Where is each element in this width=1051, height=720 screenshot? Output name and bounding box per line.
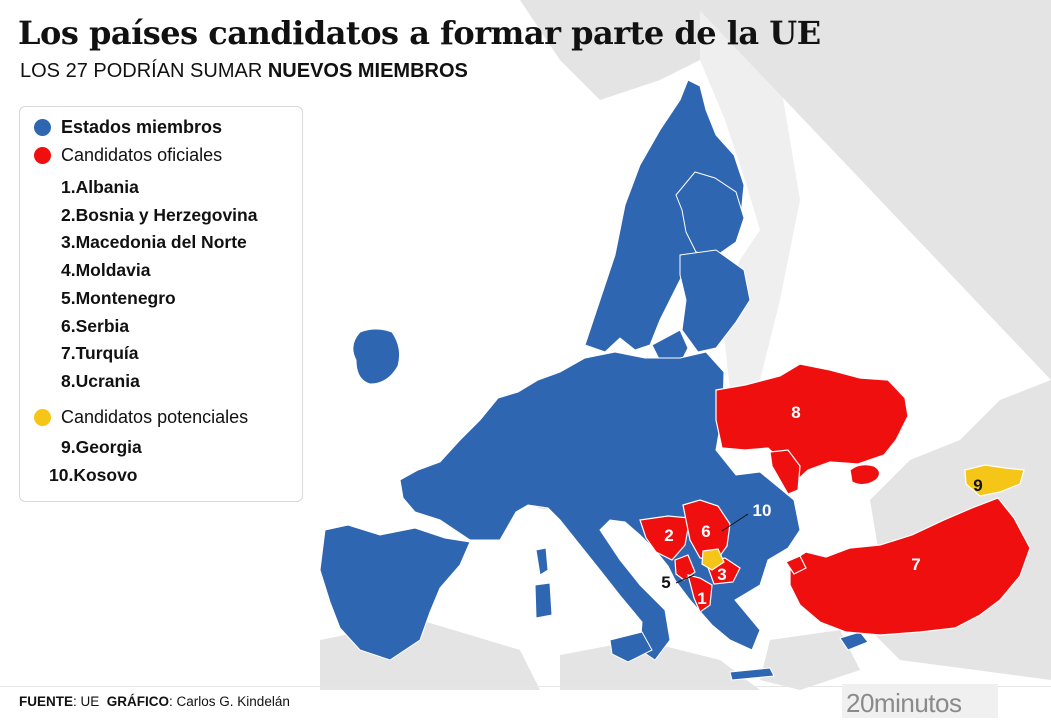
yellow-dot-icon [34, 409, 51, 426]
potential-candidates [701, 464, 1025, 571]
map-label-5: 5 [661, 573, 670, 592]
map-label-8: 8 [791, 403, 800, 422]
legend-members-label: Estados miembros [61, 117, 223, 137]
legend-item-ucrania: 8.Ucrania [61, 371, 140, 391]
legend-members: Estados miembros [34, 117, 222, 138]
source-value: : UE [73, 694, 100, 709]
legend-official: Candidatos oficiales [34, 145, 222, 166]
legend-item-georgia: 9.Georgia [61, 437, 142, 457]
map-legend: Estados miembros Candidatos oficiales 1.… [19, 106, 303, 502]
footer-credits: FUENTE: UE GRÁFICO: Carlos G. Kindelán [19, 694, 290, 709]
legend-item-kosovo: 10.Kosovo [49, 465, 138, 485]
legend-item-macedonia: 3.Macedonia del Norte [61, 232, 247, 252]
map-label-7: 7 [911, 555, 920, 574]
subtitle-prefix: LOS 27 PODRÍAN SUMAR [20, 60, 263, 82]
legend-item-moldavia: 4.Moldavia [61, 260, 151, 280]
source-label: FUENTE [19, 694, 73, 709]
footer-divider [0, 686, 1051, 687]
legend-official-label: Candidatos oficiales [61, 145, 223, 165]
legend-item-turquia: 7.Turquía [61, 343, 139, 363]
map-label-10: 10 [753, 501, 772, 520]
map-label-1: 1 [697, 589, 706, 608]
legend-potential: Candidatos potenciales [34, 407, 248, 428]
label-leaders [675, 513, 749, 584]
legend-item-bosnia: 2.Bosnia y Herzegovina [61, 205, 258, 225]
graphic-label: GRÁFICO [106, 694, 170, 709]
map-label-4: 4 [764, 464, 774, 483]
brand-logo: 20minutos [846, 688, 962, 718]
legend-potential-label: Candidatos potenciales [61, 407, 249, 427]
map-label-6: 6 [701, 522, 710, 541]
page-subtitle: LOS 27 PODRÍAN SUMAR NUEVOS MIEMBROS [20, 60, 468, 83]
map-label-3: 3 [717, 565, 726, 584]
page-title: Los países candidatos a formar parte de … [18, 14, 821, 52]
graphic-value: : Carlos G. Kindelán [169, 694, 290, 709]
legend-item-montenegro: 5.Montenegro [61, 288, 176, 308]
red-dot-icon [34, 147, 51, 164]
eu-members [319, 79, 869, 681]
map-label-9: 9 [973, 476, 982, 495]
map-label-2: 2 [664, 526, 673, 545]
brand-box [842, 684, 998, 718]
legend-item-albania: 1.Albania [61, 177, 139, 197]
blue-dot-icon [34, 119, 51, 136]
official-candidates [639, 363, 1031, 636]
non-eu-land [320, 0, 1051, 690]
legend-item-serbia: 6.Serbia [61, 316, 130, 336]
subtitle-bold: NUEVOS MIEMBROS [267, 60, 468, 82]
